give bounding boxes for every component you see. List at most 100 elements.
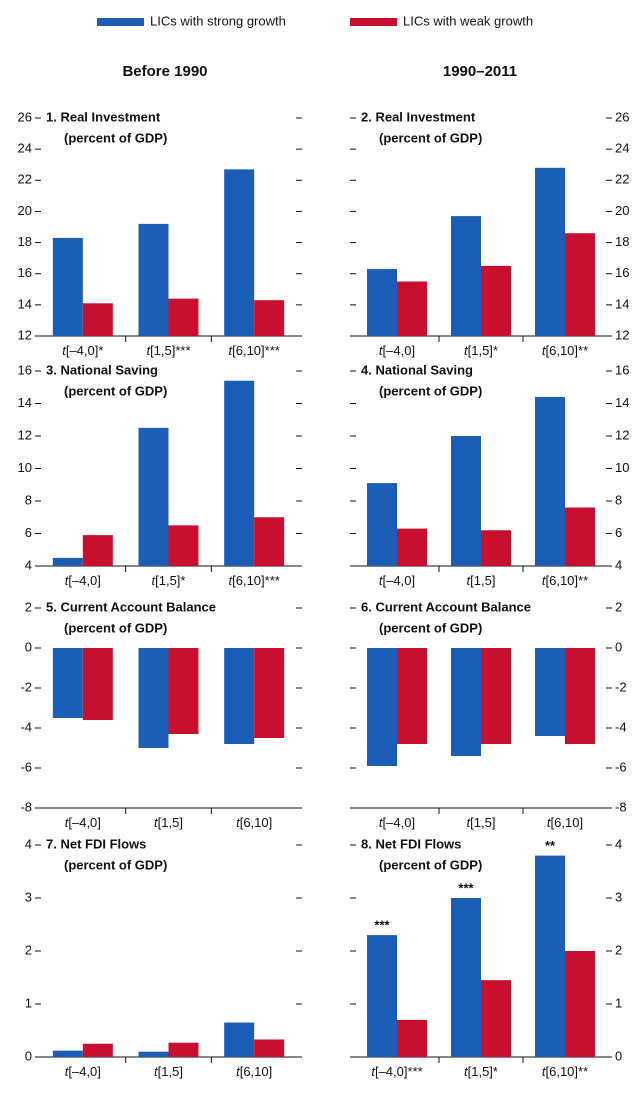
x-tick-label: t[1,5] [154,1064,183,1079]
y-tick-label: 16 [615,362,629,377]
bar [535,397,565,566]
bar [565,951,595,1057]
panel-title: 2. Real Investment [361,109,476,124]
y-tick-label: 22 [18,172,32,187]
panel-subtitle: (percent of GDP) [64,383,167,398]
y-tick-label: 2 [615,599,622,614]
bar [168,648,199,734]
y-tick-label: 3 [25,889,32,904]
bar [82,648,113,720]
y-tick-label: 6 [615,525,622,540]
y-tick-label: 14 [615,395,629,410]
x-tick-label: t[–4,0] [65,573,101,588]
bar [481,648,511,744]
y-tick-label: 16 [18,265,32,280]
bar [52,648,83,718]
bar [451,898,481,1057]
x-tick-label: t[6,10]** [542,573,588,588]
bar [565,507,595,566]
y-tick-label: 10 [615,460,629,475]
y-tick-label: 2 [615,942,622,957]
y-tick-label: -8 [615,799,627,814]
bar [254,648,285,738]
bar [138,648,169,748]
panel-subtitle: (percent of GDP) [64,130,167,145]
y-tick-label: 4 [615,836,622,851]
y-tick-label: 0 [615,639,622,654]
bar [481,980,511,1057]
y-tick-label: 20 [615,203,629,218]
bar [138,223,169,336]
bar [82,303,113,336]
x-tick-label: t[–4,0]*** [371,1064,422,1079]
bar-annotation: ** [545,838,556,853]
panel-subtitle: (percent of GDP) [64,620,167,635]
panel-subtitle: (percent of GDP) [379,130,482,145]
bar [168,525,199,566]
x-tick-label: t[1,5]* [464,343,498,358]
x-tick-label: t[1,5]* [152,573,186,588]
y-tick-label: 10 [18,460,32,475]
y-tick-label: 4 [615,557,622,572]
bar-annotation: *** [374,918,390,933]
y-tick-label: 24 [18,141,32,156]
column-title: Before 1990 [122,63,207,80]
panel-title: 4. National Saving [361,362,473,377]
column-title: 1990–2011 [443,63,517,80]
y-tick-label: 12 [615,427,629,442]
y-tick-label: 8 [25,492,32,507]
x-tick-label: t[1,5] [154,815,183,830]
bar [535,167,565,336]
bar [224,648,255,744]
y-tick-label: 0 [25,639,32,654]
y-tick-label: 6 [25,525,32,540]
y-tick-label: 14 [18,296,32,311]
bar [224,169,255,336]
bar [82,535,113,566]
bar [535,855,565,1057]
bar [367,648,397,766]
y-tick-label: 12 [18,327,32,342]
x-tick-label: t[1,5]* [464,1064,498,1079]
bar [52,557,83,566]
panel-subtitle: (percent of GDP) [379,383,482,398]
x-tick-label: t[6,10]** [542,1064,588,1079]
y-tick-label: 18 [18,234,32,249]
y-tick-label: -6 [20,759,32,774]
bar [168,1042,199,1057]
x-tick-label: t[6,10]*** [229,343,280,358]
panel-title: 6. Current Account Balance [361,599,531,614]
bar [224,380,255,566]
bar [138,1051,169,1057]
x-tick-label: t[1,5] [467,815,496,830]
panel-title: 7. Net FDI Flows [46,836,146,851]
bar [451,648,481,756]
y-tick-label: 0 [615,1048,622,1063]
legend-swatch [97,18,144,26]
y-tick-label: 26 [615,109,629,124]
x-tick-label: t[6,10] [236,815,272,830]
bar [397,528,427,566]
y-tick-label: 14 [615,296,629,311]
y-tick-label: 16 [18,362,32,377]
y-tick-label: 1 [615,995,622,1010]
x-tick-label: t[6,10] [547,815,583,830]
bar [565,648,595,744]
bar [82,1043,113,1057]
y-tick-label: -4 [615,719,627,734]
panel-title: 8. Net FDI Flows [361,836,461,851]
x-tick-label: t[–4,0]* [62,343,103,358]
x-tick-label: t[–4,0] [65,815,101,830]
panel-title: 5. Current Account Balance [46,599,216,614]
bar [481,265,511,336]
bar [254,517,285,566]
panel-title: 3. National Saving [46,362,158,377]
legend-label: LICs with weak growth [403,13,533,28]
y-tick-label: 2 [25,599,32,614]
x-tick-label: t[1,5] [467,573,496,588]
panel-subtitle: (percent of GDP) [64,857,167,872]
x-tick-label: t[–4,0] [379,343,415,358]
bar [367,483,397,566]
y-tick-label: 0 [25,1048,32,1063]
legend-swatch [350,18,397,26]
